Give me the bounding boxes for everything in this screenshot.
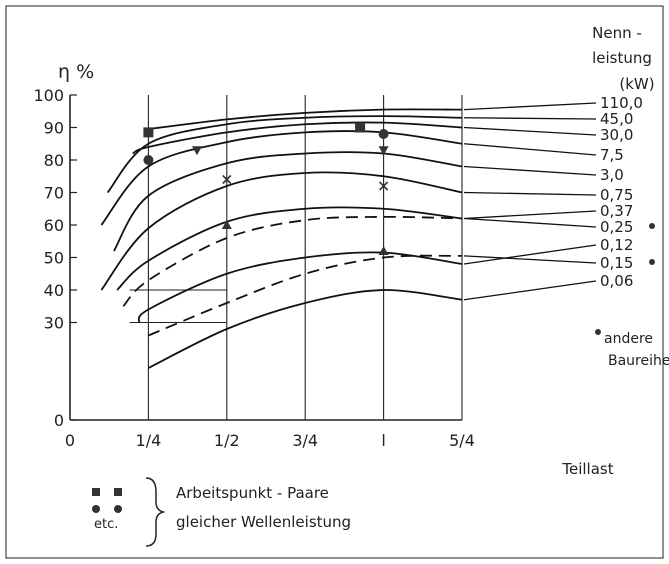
legend-etc-label: etc. — [94, 517, 118, 532]
other-series-note-line-1: andere — [604, 331, 653, 347]
square-marker — [143, 127, 154, 138]
series-label: 0,06 — [600, 272, 633, 290]
legend-square-marker — [92, 488, 100, 496]
figure-border — [5, 5, 664, 559]
series-label-leader — [463, 210, 597, 220]
other-series-dot — [649, 259, 655, 265]
curve-0-06 — [147, 289, 463, 369]
series-label: 0,37 — [600, 202, 633, 220]
curves-layer: 110,045,030,0 7,5 3,0 0,750,370,250,120,150… — [100, 94, 655, 369]
curve-0-12 — [137, 251, 463, 324]
other-series-note-dot — [595, 329, 601, 335]
x-tick-label: 1/4 — [136, 431, 162, 450]
x-tick-label: 5/4 — [449, 431, 475, 450]
series-label-leader — [463, 102, 597, 111]
curve-0-37 — [116, 206, 463, 291]
triangle-up-marker — [221, 220, 232, 229]
circle-marker — [378, 129, 389, 139]
legend-title-line-1: Nenn - — [592, 24, 642, 42]
markers-layer — [143, 122, 389, 255]
series-label: 30,0 — [600, 126, 633, 144]
y-tick-label: 30 — [44, 314, 64, 333]
series-label-leader — [463, 143, 597, 156]
series-label: 0,12 — [600, 236, 633, 254]
triangle-down-marker — [192, 146, 203, 156]
series-label: 45,0 — [600, 110, 633, 128]
curve-3-0 — [113, 151, 463, 252]
y-tick-label: 50 — [44, 249, 64, 268]
legend-brace — [145, 477, 166, 547]
series-label-leader — [463, 191, 597, 196]
series-label: 0,15 — [600, 254, 633, 272]
legend-square-marker — [114, 488, 122, 496]
curve-0-25 — [122, 215, 463, 307]
legend-title-line-3: (kW) — [619, 75, 654, 93]
series-label: 110,0 — [600, 94, 643, 112]
x-tick-label: 1/2 — [214, 431, 240, 450]
series-label-leader — [463, 126, 597, 136]
curve-110-0 — [148, 108, 463, 131]
curve-0-15 — [148, 254, 463, 337]
series-label-leader — [463, 217, 597, 228]
square-marker — [355, 122, 366, 133]
series-label-leader — [463, 244, 597, 265]
other-series-note-line-2: Baureihe — [608, 353, 669, 369]
legend-circle-marker — [92, 505, 100, 513]
bottom-legend: etc. Arbeitspunkt - Paare gleicher Welle… — [92, 477, 351, 547]
series-label: 7,5 — [600, 146, 624, 164]
legend-text-line-2: gleicher Wellenleistung — [176, 513, 351, 531]
other-series-dot — [649, 223, 655, 229]
x-marker — [222, 174, 232, 185]
y-tick-label: 90 — [44, 119, 64, 138]
curve-45-0 — [106, 115, 463, 194]
series-label-leader — [463, 255, 597, 264]
x-tick-label: 3/4 — [292, 431, 318, 450]
legend-title-line-2: leistung — [592, 49, 652, 67]
legend-circle-marker — [114, 505, 122, 513]
axes-layer: 0 30 40 50 60 70 80 90 100 0 1/4 1/2 3/4 l 5/4 — [33, 86, 474, 450]
curve-0-75 — [100, 171, 463, 291]
series-label: 0,75 — [600, 186, 633, 204]
y-axis-label: η % — [58, 61, 94, 83]
y-tick-label: 0 — [54, 411, 64, 430]
x-marker — [379, 181, 389, 191]
series-label: 0,25 — [600, 218, 633, 236]
curve-7-5 — [100, 130, 463, 226]
x-axis-label: Teillast — [561, 460, 613, 478]
y-tick-label: 80 — [44, 151, 64, 170]
y-tick-label: 40 — [44, 281, 64, 300]
legend-text-line-1: Arbeitspunkt - Paare — [176, 484, 329, 502]
x-tick-label: 0 — [65, 431, 75, 450]
series-label-leader — [463, 280, 597, 301]
series-label-leader — [463, 117, 597, 120]
curve-30-0 — [132, 121, 463, 155]
series-label-leader — [463, 165, 597, 176]
x-tick-label: l — [381, 431, 385, 450]
circle-marker — [143, 155, 154, 165]
triangle-up-marker — [378, 246, 389, 255]
y-tick-label: 100 — [33, 86, 64, 105]
y-tick-label: 60 — [44, 216, 64, 235]
y-tick-label: 70 — [44, 184, 64, 203]
triangle-down-marker — [378, 146, 389, 156]
series-label: 3,0 — [600, 166, 624, 184]
